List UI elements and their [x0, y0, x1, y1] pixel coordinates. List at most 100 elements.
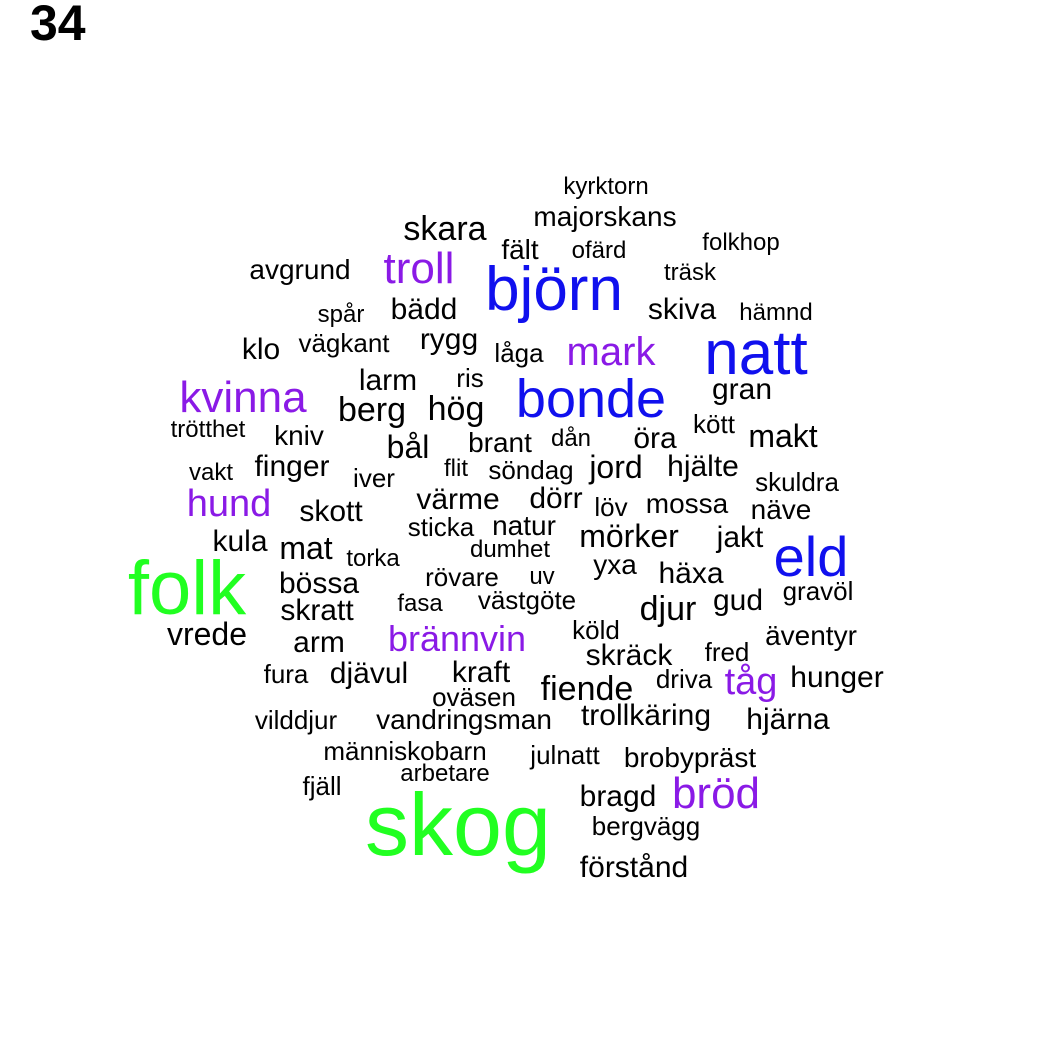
- cloud-word: hjärna: [746, 703, 830, 736]
- cloud-word: västgöte: [477, 585, 577, 615]
- cloud-word: majorskans: [533, 201, 677, 232]
- cloud-word: kött: [693, 409, 735, 439]
- cloud-word: äventyr: [765, 620, 857, 651]
- cloud-word: gud: [712, 584, 764, 617]
- cloud-word: hunger: [790, 661, 884, 694]
- cloud-word: söndag: [488, 455, 574, 485]
- cloud-word: fred: [704, 637, 750, 667]
- cloud-word: köld: [572, 615, 620, 645]
- cloud-word: natur: [492, 510, 556, 541]
- cloud-word: driva: [655, 664, 713, 694]
- cloud-word: arm: [293, 626, 345, 659]
- cloud-word: skuldra: [755, 467, 839, 497]
- cloud-word: dån: [550, 425, 592, 452]
- cloud-word: människobarn: [323, 736, 487, 766]
- cloud-word: rygg: [419, 323, 479, 356]
- cloud-word: folkhop: [702, 229, 780, 256]
- cloud-word: kniv: [274, 420, 324, 451]
- cloud-word: häxa: [658, 557, 724, 590]
- cloud-word: dörr: [529, 482, 583, 515]
- cloud-word: trötthet: [170, 416, 246, 443]
- cloud-word: näve: [750, 494, 812, 525]
- cloud-word: djur: [639, 590, 697, 628]
- cloud-word: fasa: [397, 590, 443, 617]
- cloud-word: mörker: [579, 518, 679, 554]
- cloud-word: finger: [254, 450, 330, 483]
- cloud-word: björn: [485, 255, 623, 324]
- cloud-word: fjäll: [302, 771, 342, 801]
- cloud-word: brobypräst: [623, 742, 757, 773]
- cloud-word: uv: [529, 563, 555, 590]
- cloud-word: mossa: [645, 488, 729, 519]
- cloud-word: vakt: [188, 459, 234, 486]
- cloud-word: klo: [241, 333, 281, 366]
- cloud-word: rövare: [425, 562, 499, 592]
- cloud-word: skräck: [585, 639, 673, 672]
- cloud-word: kraft: [451, 656, 511, 689]
- cloud-word: hjälte: [667, 450, 739, 483]
- cloud-word: yxa: [593, 549, 637, 580]
- cloud-word: vandringsman: [376, 704, 552, 735]
- cloud-word: julnatt: [530, 740, 600, 770]
- cloud-word: ris: [456, 363, 484, 393]
- cloud-word: berg: [337, 391, 407, 429]
- cloud-word: värme: [416, 483, 500, 516]
- cloud-word: troll: [383, 244, 455, 293]
- cloud-word: kvinna: [179, 373, 307, 422]
- cloud-word: skott: [299, 495, 363, 528]
- cloud-word: tåg: [724, 661, 778, 703]
- cloud-word: bragd: [579, 780, 657, 813]
- cloud-word: iver: [353, 463, 395, 493]
- cloud-word: öra: [633, 422, 677, 455]
- cloud-word: makt: [748, 418, 818, 454]
- cloud-word: bröd: [671, 769, 761, 818]
- cloud-word: kula: [212, 525, 268, 558]
- cloud-word: folk: [127, 546, 247, 631]
- cloud-word: trollkäring: [580, 699, 712, 732]
- cloud-word: sticka: [407, 512, 475, 542]
- cloud-word: mark: [566, 330, 656, 374]
- cloud-word: jord: [589, 449, 643, 485]
- cloud-word: fält: [501, 234, 539, 265]
- cloud-word: dumhet: [469, 536, 551, 563]
- cloud-word: bössa: [278, 567, 360, 600]
- cloud-word: brant: [468, 427, 532, 458]
- cloud-word: ofärd: [571, 237, 627, 264]
- cloud-word: låga: [494, 338, 544, 368]
- cloud-word: skara: [403, 210, 487, 248]
- cloud-word: torka: [346, 545, 400, 572]
- cloud-word: löv: [594, 492, 628, 522]
- cloud-word: flit: [444, 455, 468, 482]
- cloud-word: oväsen: [432, 682, 516, 712]
- cloud-word: skog: [365, 775, 551, 874]
- cloud-word: vrede: [166, 616, 248, 652]
- cloud-word: hög: [427, 390, 485, 428]
- cloud-word: spår: [317, 301, 365, 328]
- cloud-word: natt: [704, 319, 808, 388]
- cloud-word: vägkant: [298, 328, 390, 358]
- cloud-word: skratt: [280, 594, 354, 627]
- cloud-word: hämnd: [739, 299, 813, 326]
- cloud-word: bål: [386, 429, 430, 465]
- cloud-word: träsk: [663, 259, 717, 286]
- cloud-word: gravöl: [782, 576, 854, 606]
- cloud-word: bädd: [390, 293, 458, 326]
- cloud-word: skiva: [647, 293, 717, 326]
- cloud-word: fiende: [540, 670, 634, 708]
- cloud-word: jakt: [716, 521, 764, 554]
- cloud-word: djävul: [329, 657, 409, 690]
- cloud-word: förstånd: [579, 851, 689, 884]
- cloud-word: bergvägg: [591, 811, 701, 841]
- cloud-word: vilddjur: [254, 705, 338, 735]
- cloud-word: larm: [358, 364, 418, 397]
- cloud-word: avgrund: [249, 254, 351, 285]
- cloud-word: hund: [186, 483, 272, 525]
- cloud-word: arbetare: [400, 760, 490, 787]
- cloud-word: brännvin: [387, 618, 527, 659]
- page-number: 34: [30, 0, 86, 51]
- cloud-word: mat: [279, 530, 333, 566]
- cloud-word: eld: [773, 525, 849, 588]
- cloud-word: bonde: [515, 369, 667, 429]
- cloud-word: fura: [263, 659, 309, 689]
